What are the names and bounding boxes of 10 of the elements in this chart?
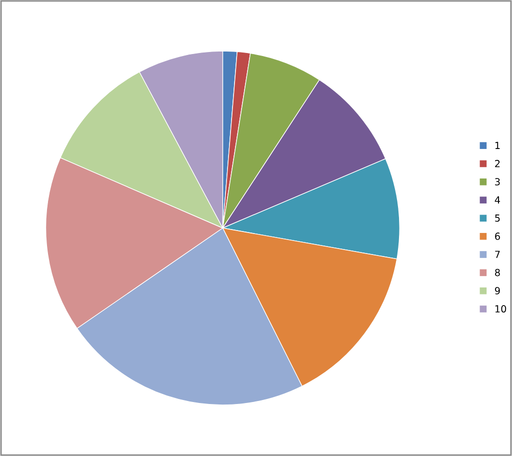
legend-label: 9 — [494, 287, 500, 294]
legend-label: 8 — [495, 268, 500, 276]
legend-label: 3 — [495, 178, 500, 186]
legend-label: 5 — [495, 214, 500, 222]
legend-label: 7 — [495, 250, 500, 258]
legend-label: 2 — [495, 160, 500, 168]
legend-label: 6 — [495, 232, 500, 240]
legend-label: 4 — [494, 196, 500, 204]
legend-label: 10 — [495, 305, 506, 313]
legend-label: 1 — [495, 142, 500, 149]
